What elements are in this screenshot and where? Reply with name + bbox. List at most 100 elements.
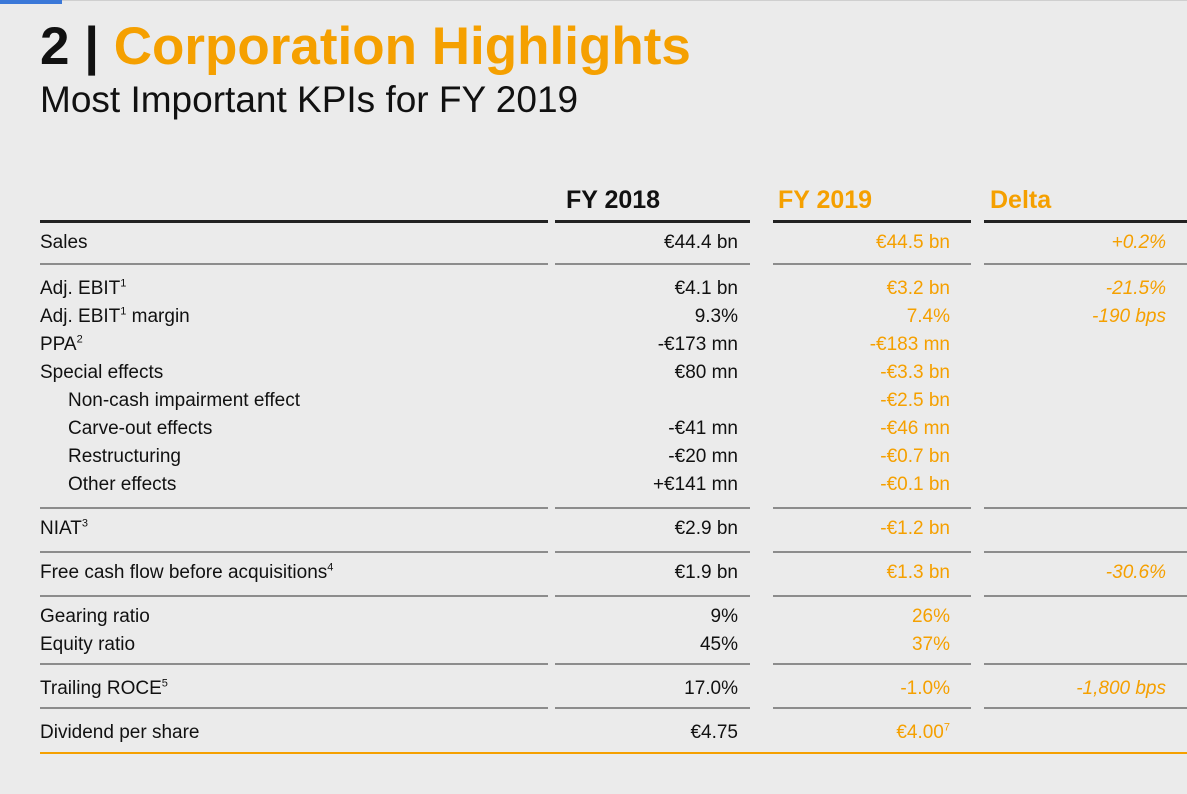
row-separator	[773, 707, 971, 709]
title-separator: |	[69, 17, 114, 76]
row-separator	[40, 707, 548, 709]
table-row: Free cash flow before acquisitions4 €1.9 …	[0, 559, 1187, 587]
header-rule-label	[40, 220, 548, 223]
row-separator	[40, 595, 548, 597]
footnote-marker: 5	[161, 677, 168, 690]
row-separator	[773, 507, 971, 509]
value-fy2018: +€141 mn	[652, 474, 738, 495]
row-separator	[984, 595, 1187, 597]
row-label: Adj. EBIT1 margin	[40, 305, 190, 327]
row-label: PPA2	[40, 333, 83, 355]
table-bottom-rule	[40, 752, 1187, 754]
row-label: Restructuring	[68, 446, 181, 467]
row-separator	[773, 263, 971, 265]
value-delta: -30.6%	[1105, 562, 1166, 583]
table-row: NIAT3 €2.9 bn -€1.2 bn	[0, 515, 1187, 543]
row-separator	[984, 707, 1187, 709]
value-fy2018: €1.9 bn	[674, 562, 738, 583]
value-fy2019: €1.3 bn	[886, 562, 950, 583]
row-separator	[40, 551, 548, 553]
row-label: Dividend per share	[40, 722, 200, 743]
table-row: Dividend per share €4.75 €4.007	[0, 719, 1187, 747]
value-fy2018: -€20 mn	[668, 446, 738, 467]
value-fy2018: -€173 mn	[657, 334, 738, 355]
value-fy2018: €4.75	[690, 722, 738, 743]
value-fy2018: 45%	[699, 634, 738, 655]
value-fy2018: 17.0%	[684, 678, 738, 699]
row-separator	[984, 551, 1187, 553]
row-label: Adj. EBIT1	[40, 277, 127, 299]
value-fy2019: -€183 mn	[869, 334, 950, 355]
top-rule	[62, 0, 1187, 1]
table-row: Carve-out effects -€41 mn -€46 mn	[0, 415, 1187, 443]
row-label: Trailing ROCE5	[40, 677, 168, 699]
table-row: Adj. EBIT1 €4.1 bn €3.2 bn -21.5%	[0, 275, 1187, 303]
table-row: Equity ratio 45% 37%	[0, 631, 1187, 659]
table-row: Gearing ratio 9% 26%	[0, 603, 1187, 631]
row-label: Equity ratio	[40, 634, 136, 655]
value-fy2019: 26%	[911, 606, 950, 627]
footnote-marker: 1	[120, 277, 127, 290]
value-fy2018: 9%	[710, 606, 738, 627]
value-fy2018: €80 mn	[674, 362, 738, 383]
title-text: Corporation Highlights	[113, 17, 691, 76]
value-fy2018: -€41 mn	[668, 418, 738, 439]
row-separator	[555, 595, 750, 597]
table-row: PPA2 -€173 mn -€183 mn	[0, 331, 1187, 359]
row-label: Other effects	[68, 474, 177, 495]
header-rule-delta	[984, 220, 1187, 223]
row-label: Sales	[40, 232, 88, 253]
row-separator	[40, 263, 548, 265]
row-separator	[555, 707, 750, 709]
value-fy2019: €4.007	[896, 721, 950, 743]
slide-subtitle: Most Important KPIs for FY 2019	[40, 79, 579, 120]
value-fy2019: -€0.1 bn	[880, 474, 950, 495]
value-fy2019: €3.2 bn	[886, 278, 950, 299]
row-separator	[773, 663, 971, 665]
footnote-marker: 2	[76, 333, 83, 346]
value-fy2019: 7.4%	[906, 306, 950, 327]
row-label: Gearing ratio	[40, 606, 150, 627]
value-fy2019: -€3.3 bn	[880, 362, 950, 383]
value-fy2019: -€2.5 bn	[880, 390, 950, 411]
row-separator	[555, 551, 750, 553]
row-separator	[773, 551, 971, 553]
value-fy2019: -€1.2 bn	[880, 518, 950, 539]
row-label: Carve-out effects	[68, 418, 213, 439]
value-fy2018: 9.3%	[694, 306, 738, 327]
row-separator	[555, 663, 750, 665]
table-row: Trailing ROCE5 17.0% -1.0% -1,800 bps	[0, 675, 1187, 703]
section-number: 2	[40, 17, 70, 76]
slide-title: 2 | Corporation Highlights	[40, 16, 691, 78]
value-fy2018: €44.4 bn	[664, 232, 738, 253]
value-fy2019: €44.5 bn	[876, 232, 950, 253]
table-row: Adj. EBIT1 margin 9.3% 7.4% -190 bps	[0, 303, 1187, 331]
row-label: Special effects	[40, 362, 164, 383]
table-header: FY 2018 FY 2019 Delta	[0, 183, 1187, 217]
header-delta: Delta	[990, 186, 1052, 214]
table-row: Other effects +€141 mn -€0.1 bn	[0, 471, 1187, 499]
value-fy2019: -€0.7 bn	[880, 446, 950, 467]
footnote-marker: 3	[81, 517, 88, 530]
footnote-marker: 7	[943, 721, 950, 734]
table-row: Restructuring -€20 mn -€0.7 bn	[0, 443, 1187, 471]
row-separator	[555, 263, 750, 265]
table-row: Special effects €80 mn -€3.3 bn	[0, 359, 1187, 387]
row-separator	[984, 507, 1187, 509]
header-rule-fy2018	[555, 220, 750, 223]
row-separator	[40, 507, 548, 509]
value-delta: -1,800 bps	[1076, 678, 1166, 699]
value-fy2018: €4.1 bn	[674, 278, 738, 299]
footnote-marker: 4	[327, 561, 334, 574]
value-delta: +0.2%	[1111, 232, 1166, 253]
row-separator	[773, 595, 971, 597]
row-separator	[984, 263, 1187, 265]
value-fy2019: -1.0%	[900, 678, 950, 699]
table-row: Sales €44.4 bn €44.5 bn +0.2%	[0, 229, 1187, 257]
table-row: Non-cash impairment effect -€2.5 bn	[0, 387, 1187, 415]
value-fy2018: €2.9 bn	[674, 518, 738, 539]
value-fy2019: -€46 mn	[880, 418, 950, 439]
value-delta: -190 bps	[1092, 306, 1166, 327]
row-label: Non-cash impairment effect	[68, 390, 300, 411]
footnote-marker: 1	[120, 305, 127, 318]
